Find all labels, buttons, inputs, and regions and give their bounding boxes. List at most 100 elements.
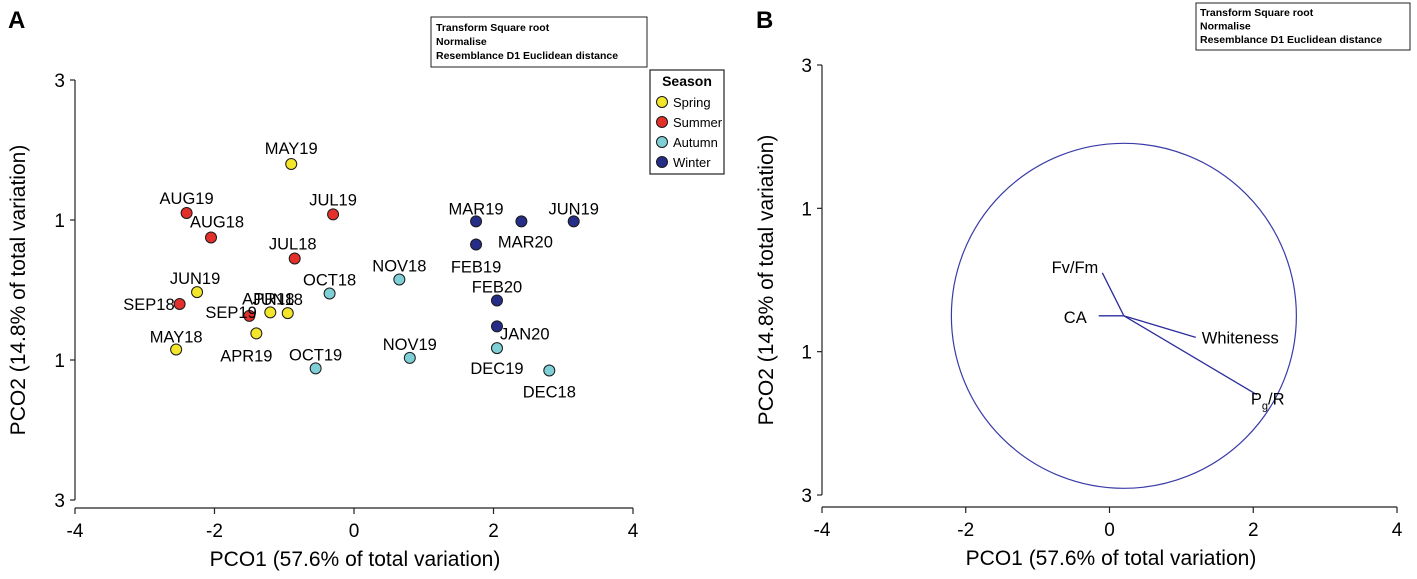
vector-label-text: Fv/Fm: [1052, 259, 1099, 277]
x-axis-label: PCO1 (57.6% of total variation): [210, 548, 501, 571]
info-box-line: Normalise: [436, 36, 487, 48]
legend-title: Season: [662, 73, 712, 89]
data-point: [180, 207, 193, 219]
y-tick-label: 1: [801, 199, 812, 220]
x-tick-label: 4: [1392, 520, 1403, 541]
data-point: [393, 273, 406, 286]
vector-label: Fv/Fm: [1052, 259, 1099, 277]
data-point: [543, 364, 556, 377]
info-box-line: Resemblance D1 Euclidean distance: [1200, 34, 1382, 46]
point-label: JUL18: [269, 236, 317, 254]
point-label: DEC18: [523, 384, 576, 402]
point-label: JUN19: [170, 270, 220, 288]
point-label: MAY18: [150, 329, 203, 347]
point-label: SEP19: [205, 304, 256, 322]
info-box-line: Resemblance D1 Euclidean distance: [436, 50, 618, 62]
data-point: [250, 327, 263, 340]
point-label: JUL19: [309, 191, 357, 209]
data-point: [470, 238, 483, 251]
y-axis-label: PCO2 (14.8% of total variation): [755, 135, 778, 426]
panel-a-points: [170, 158, 580, 377]
point-label: FEB19: [451, 259, 501, 277]
data-point: [191, 286, 204, 299]
vector-label-text: Whiteness: [1202, 329, 1279, 347]
info-box-line: Normalise: [1200, 21, 1251, 33]
vector-line: [1101, 272, 1125, 317]
point-label: APR19: [220, 347, 272, 365]
point-label: APR18: [242, 290, 294, 308]
point-label: FEB20: [472, 279, 522, 297]
data-point: [205, 231, 218, 244]
vector-line: [1123, 315, 1258, 396]
point-label: AUG18: [190, 214, 244, 232]
legend-label: Summer: [673, 115, 723, 130]
info-box-line: Transform Square root: [1200, 7, 1314, 19]
legend-label: Winter: [673, 155, 711, 170]
y-tick-label: 3: [801, 56, 812, 77]
x-tick-label: 0: [349, 521, 360, 542]
info-box-frame: [430, 16, 648, 68]
y-tick-label: 3: [54, 71, 65, 92]
point-label: DEC19: [470, 360, 523, 378]
point-label: MAR19: [449, 200, 504, 218]
x-tick-label: 4: [628, 521, 639, 542]
correlation-circle: [950, 142, 1297, 489]
data-point: [515, 215, 528, 228]
x-tick-label: 2: [488, 521, 499, 542]
data-point: [285, 158, 298, 170]
panel-b-vectors: Fv/Fm CA Whiteness Pg/R: [1052, 259, 1285, 413]
y-tick-label: 1: [54, 351, 65, 372]
data-point: [567, 215, 580, 228]
x-tick-label: -2: [206, 521, 223, 542]
data-point: [170, 343, 183, 356]
data-point: [173, 298, 186, 310]
legend-label: Spring: [673, 95, 711, 110]
y-tick-label: 1: [801, 343, 812, 364]
legend: Season Spring Summer Autumn Winter: [649, 69, 725, 175]
vector-label-suffix: /R: [1268, 391, 1285, 409]
data-point: [281, 307, 294, 320]
panel-letter-a: A: [8, 7, 25, 34]
panel-letter-b: B: [756, 7, 773, 34]
panel-a-point-labels: MAY19 AUG19 JUL19 AUG18 JUL18 MAR19 MAR20 JUN19…: [123, 140, 599, 402]
point-label: NOV18: [372, 258, 426, 276]
data-point: [264, 306, 277, 319]
vector-label-subscript: g: [1262, 401, 1268, 413]
x-tick-label: 2: [1248, 520, 1259, 541]
point-label: MAY19: [265, 140, 318, 158]
point-label: JUN18: [253, 291, 303, 309]
point-label: JAN20: [500, 325, 550, 343]
data-point: [327, 208, 340, 221]
y-tick-label: 3: [54, 491, 65, 512]
data-point: [490, 342, 503, 355]
data-point: [470, 215, 483, 228]
vector-label: Whiteness: [1202, 329, 1279, 347]
x-tick-label: 0: [1104, 520, 1115, 541]
point-label: OCT19: [289, 346, 342, 364]
data-point: [490, 294, 503, 307]
legend-swatch: [656, 116, 668, 128]
panel-a-info-box: Transform Square root Normalise Resembla…: [430, 16, 648, 68]
info-box-frame: [1195, 2, 1411, 51]
info-box-line: Transform Square root: [436, 22, 550, 34]
point-label: JUN19: [548, 200, 598, 218]
vector-label: Pg/R: [1251, 391, 1285, 413]
y-tick-label: 3: [801, 486, 812, 507]
vector-label-text: P: [1251, 391, 1262, 409]
y-axis-label: PCO2 (14.8% of total variation): [7, 145, 30, 436]
point-label: AUG19: [160, 190, 214, 208]
vector-line: [1123, 315, 1196, 338]
panel-b-info-box: Transform Square root Normalise Resembla…: [1195, 2, 1411, 51]
y-tick-label: 1: [54, 211, 65, 232]
legend-label: Autumn: [673, 135, 718, 150]
x-tick-label: -4: [67, 521, 84, 542]
point-label: MAR20: [498, 233, 553, 251]
point-label: OCT18: [303, 272, 356, 290]
vector-label: CA: [1064, 309, 1087, 327]
legend-swatch: [656, 156, 668, 168]
vector-label-text: CA: [1064, 309, 1087, 327]
x-axis-label: PCO1 (57.6% of total variation): [966, 547, 1257, 570]
